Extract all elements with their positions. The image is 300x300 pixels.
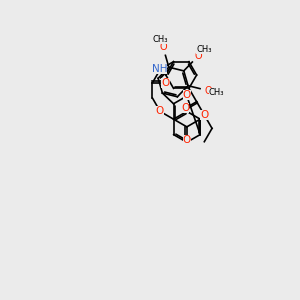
Text: O: O [194, 51, 202, 61]
Text: O: O [159, 42, 167, 52]
Text: O: O [161, 78, 170, 88]
Text: CH₃: CH₃ [196, 45, 212, 54]
Text: O: O [181, 103, 189, 113]
Text: O: O [204, 86, 212, 96]
Text: O: O [155, 106, 164, 116]
Text: CH₃: CH₃ [209, 88, 224, 97]
Text: CH₃: CH₃ [153, 34, 169, 43]
Text: NH: NH [152, 64, 167, 74]
Text: O: O [183, 135, 191, 145]
Text: O: O [200, 110, 208, 120]
Text: O: O [183, 90, 191, 100]
